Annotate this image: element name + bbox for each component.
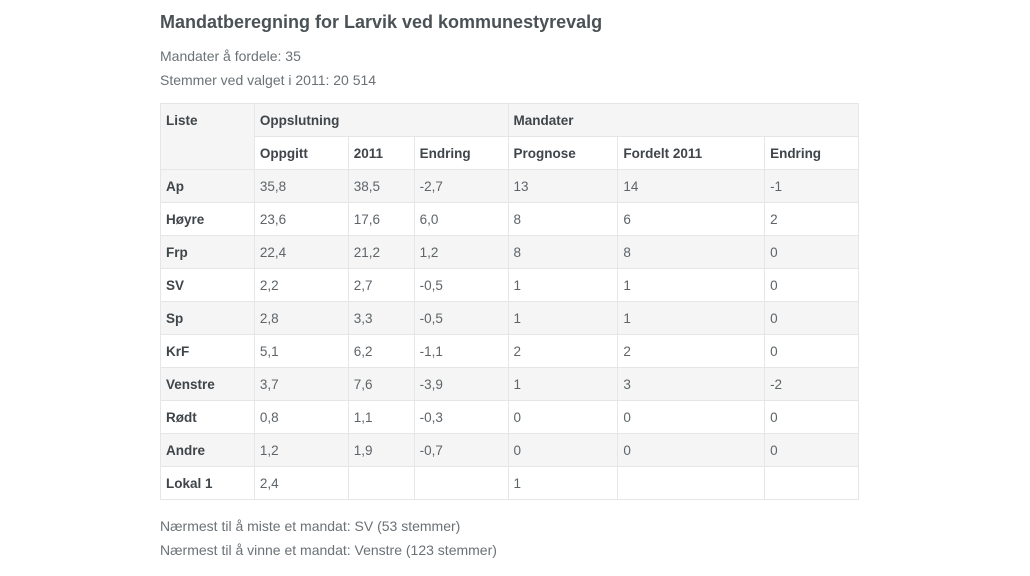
fordelt-cell: 6	[617, 202, 766, 236]
seats-to-distribute: Mandater å fordele: 35	[160, 48, 301, 64]
party-cell: Frp	[160, 235, 255, 269]
fordelt-cell: 1	[617, 268, 766, 302]
y2011-cell: 38,5	[347, 169, 415, 203]
prognose-cell: 8	[507, 235, 619, 269]
table-header-row-sub: Oppgitt 2011 Endring Prognose Fordelt 20…	[161, 136, 859, 170]
endring-cell: 6,0	[413, 202, 509, 236]
y2011-cell: 1,9	[347, 433, 415, 467]
fordelt-cell	[617, 466, 766, 500]
y2011-cell: 21,2	[347, 235, 415, 269]
seat-calculation-table: Liste Oppslutning Mandater Oppgitt 2011 …	[160, 103, 860, 500]
party-cell: Venstre	[160, 367, 255, 401]
results-panel: Mandatberegning for Larvik ved kommunest…	[160, 8, 860, 562]
prognose-cell: 0	[507, 433, 619, 467]
oppgitt-cell: 2,8	[253, 301, 349, 335]
header-endring: Endring	[413, 136, 509, 170]
party-cell: Sp	[160, 301, 255, 335]
prognose-cell: 1	[507, 268, 619, 302]
oppgitt-cell: 2,4	[253, 466, 349, 500]
y2011-cell	[347, 466, 415, 500]
party-cell: Lokal 1	[160, 466, 255, 500]
prognose-cell: 8	[507, 202, 619, 236]
table-row: Ap 35,8 38,5 -2,7 13 14 -1	[160, 169, 859, 203]
fordelt-cell: 0	[617, 400, 766, 434]
oppgitt-cell: 3,7	[253, 367, 349, 401]
oppgitt-cell: 5,1	[253, 334, 349, 368]
y2011-cell: 6,2	[347, 334, 415, 368]
table-row: Venstre 3,7 7,6 -3,9 1 3 -2	[160, 367, 859, 401]
table-body: Ap 35,8 38,5 -2,7 13 14 -1 Høyre 23,6 17,6 6,0 8 6 2 F…	[160, 169, 859, 500]
fordelt-cell: 0	[617, 433, 766, 467]
oppgitt-cell: 35,8	[253, 169, 349, 203]
header-2011: 2011	[347, 136, 415, 170]
page-title: Mandatberegning for Larvik ved kommunest…	[160, 12, 603, 32]
prognose-cell: 1	[507, 466, 619, 500]
header-oppgitt: Oppgitt	[253, 136, 349, 170]
mandat-endring-cell: 0	[764, 433, 859, 467]
endring-cell: 1,2	[413, 235, 509, 269]
endring-cell: -0,5	[413, 268, 509, 302]
party-cell: Andre	[160, 433, 255, 467]
header-fordelt-2011: Fordelt 2011	[617, 136, 766, 170]
table-row: Sp 2,8 3,3 -0,5 1 1 0	[160, 301, 859, 335]
header-prognose: Prognose	[507, 136, 619, 170]
y2011-cell: 3,3	[347, 301, 415, 335]
prognose-cell: 0	[507, 400, 619, 434]
table-row: Rødt 0,8 1,1 -0,3 0 0 0	[160, 400, 859, 434]
oppgitt-cell: 0,8	[253, 400, 349, 434]
oppgitt-cell: 23,6	[253, 202, 349, 236]
table-row: KrF 5,1 6,2 -1,1 2 2 0	[160, 334, 859, 368]
header-oppslutning: Oppslutning	[253, 103, 509, 137]
closest-to-win: Nærmest til å vinne et mandat: Venstre (…	[160, 542, 497, 558]
table-row: SV 2,2 2,7 -0,5 1 1 0	[160, 268, 859, 302]
table-row: Høyre 23,6 17,6 6,0 8 6 2	[160, 202, 859, 236]
endring-cell: -0,3	[413, 400, 509, 434]
endring-cell: -2,7	[413, 169, 509, 203]
header-mandat-endring: Endring	[764, 136, 859, 170]
fordelt-cell: 14	[617, 169, 766, 203]
closest-to-lose: Nærmest til å miste et mandat: SV (53 st…	[160, 518, 461, 534]
fordelt-cell: 8	[617, 235, 766, 269]
oppgitt-cell: 22,4	[253, 235, 349, 269]
votes-2011: Stemmer ved valget i 2011: 20 514	[160, 72, 377, 88]
y2011-cell: 17,6	[347, 202, 415, 236]
mandat-endring-cell: 0	[764, 268, 859, 302]
party-cell: Rødt	[160, 400, 255, 434]
table-header-row-top: Liste Oppslutning Mandater	[160, 103, 860, 170]
header-mandater: Mandater	[507, 103, 860, 137]
oppgitt-cell: 1,2	[253, 433, 349, 467]
mandat-endring-cell: 0	[764, 301, 859, 335]
endring-cell: -0,7	[413, 433, 509, 467]
party-cell: Høyre	[160, 202, 255, 236]
mandat-endring-cell: -1	[764, 169, 859, 203]
endring-cell: -3,9	[413, 367, 509, 401]
prognose-cell: 1	[507, 301, 619, 335]
y2011-cell: 2,7	[347, 268, 415, 302]
fordelt-cell: 2	[617, 334, 766, 368]
mandat-endring-cell: 0	[764, 235, 859, 269]
table-row: Frp 22,4 21,2 1,2 8 8 0	[160, 235, 859, 269]
prognose-cell: 13	[507, 169, 619, 203]
party-cell: KrF	[160, 334, 255, 368]
oppgitt-cell: 2,2	[253, 268, 349, 302]
endring-cell: -1,1	[413, 334, 509, 368]
table-row: Andre 1,2 1,9 -0,7 0 0 0	[160, 433, 859, 467]
prognose-cell: 2	[507, 334, 619, 368]
fordelt-cell: 1	[617, 301, 766, 335]
mandat-endring-cell	[764, 466, 859, 500]
fordelt-cell: 3	[617, 367, 766, 401]
mandat-endring-cell: -2	[764, 367, 859, 401]
y2011-cell: 7,6	[347, 367, 415, 401]
endring-cell: -0,5	[413, 301, 509, 335]
mandat-endring-cell: 2	[764, 202, 859, 236]
y2011-cell: 1,1	[347, 400, 415, 434]
mandat-endring-cell: 0	[764, 334, 859, 368]
party-cell: Ap	[160, 169, 255, 203]
party-cell: SV	[160, 268, 255, 302]
prognose-cell: 1	[507, 367, 619, 401]
mandat-endring-cell: 0	[764, 400, 859, 434]
endring-cell	[413, 466, 509, 500]
header-liste: Liste	[160, 103, 255, 170]
table-row: Lokal 1 2,4 1	[160, 466, 859, 500]
